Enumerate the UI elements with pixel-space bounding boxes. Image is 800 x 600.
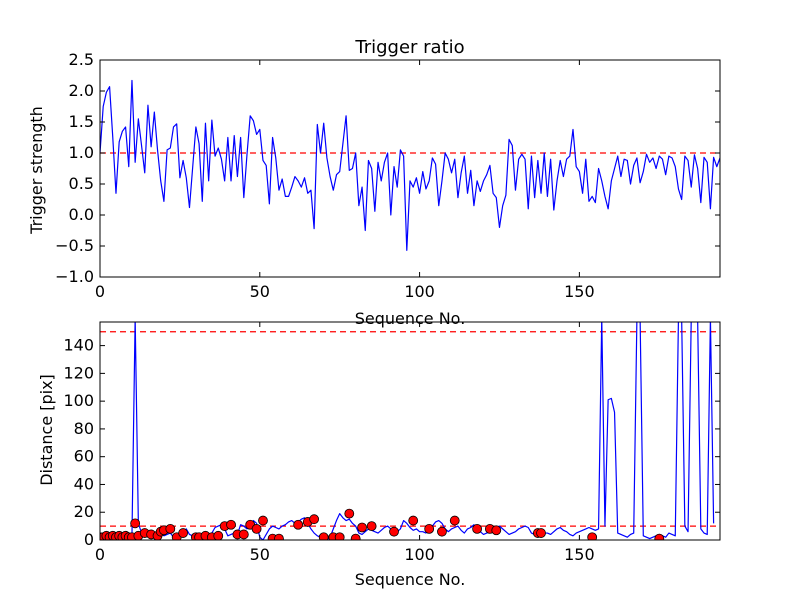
marker-point bbox=[238, 529, 249, 540]
bot-axes-frame bbox=[99, 321, 721, 541]
marker-point bbox=[424, 523, 435, 534]
marker-point bbox=[165, 523, 176, 534]
marker-point bbox=[472, 523, 483, 534]
marker-point bbox=[274, 533, 284, 540]
y-tick-label: 1.0 bbox=[69, 143, 94, 162]
marker-point bbox=[366, 521, 377, 532]
y-tick-label: 0.0 bbox=[69, 205, 94, 224]
y-tick-label: 20 bbox=[74, 502, 94, 521]
series-line-0 bbox=[100, 79, 720, 251]
y-tick-label: 2.5 bbox=[69, 50, 94, 69]
top-x-axis-label: Sequence No. bbox=[355, 309, 466, 328]
top-y-axis-label: Trigger strength bbox=[27, 106, 46, 235]
y-tick-label: 60 bbox=[74, 447, 94, 466]
top-clipped-content bbox=[100, 79, 720, 251]
bot-clipped-content bbox=[100, 322, 720, 540]
trigger-ratio-chart: Trigger ratio 0 50 100 150 −1.0 −0.5 0.0 0.5 1.… bbox=[27, 37, 721, 328]
marker-point bbox=[213, 530, 224, 540]
marker-point bbox=[491, 525, 502, 536]
y-tick-label: 80 bbox=[74, 419, 94, 438]
top-plot-area bbox=[99, 59, 721, 278]
top-y-axis-ticks: −1.0 −0.5 0.0 0.5 1.0 1.5 2.0 2.5 bbox=[55, 50, 720, 286]
y-tick-label: −0.5 bbox=[55, 236, 94, 255]
bottom-x-axis-label: Sequence No. bbox=[355, 570, 466, 589]
x-tick-label: 0 bbox=[95, 282, 105, 301]
x-tick-label: 100 bbox=[404, 545, 435, 564]
marker-point bbox=[293, 519, 304, 530]
y-tick-label: 100 bbox=[63, 391, 94, 410]
marker-point bbox=[536, 528, 546, 538]
marker-point bbox=[357, 522, 367, 533]
marker-point bbox=[178, 528, 188, 538]
y-tick-label: 0.5 bbox=[69, 174, 94, 193]
y-tick-label: 1.5 bbox=[69, 112, 94, 131]
y-tick-label: 40 bbox=[74, 474, 94, 493]
x-tick-label: 150 bbox=[564, 545, 595, 564]
y-tick-label: −1.0 bbox=[55, 267, 94, 286]
x-tick-label: 100 bbox=[404, 282, 435, 301]
marker-point bbox=[318, 532, 329, 540]
marker-point bbox=[226, 519, 236, 530]
bottom-y-axis-label: Distance [pix] bbox=[37, 374, 56, 486]
bottom-y-axis-ticks: 0 20 40 60 80 100 120 140 bbox=[63, 336, 720, 549]
marker-point bbox=[408, 515, 419, 526]
marker-point bbox=[309, 514, 320, 525]
marker-point bbox=[587, 532, 598, 540]
marker-point bbox=[654, 533, 665, 540]
x-tick-label: 50 bbox=[250, 282, 270, 301]
marker-point bbox=[251, 523, 262, 534]
top-x-axis-ticks: 0 50 100 150 bbox=[95, 60, 595, 301]
marker-point bbox=[389, 526, 399, 537]
marker-point bbox=[344, 508, 355, 519]
marker-point bbox=[437, 526, 447, 537]
x-tick-label: 0 bbox=[95, 545, 105, 564]
x-tick-label: 50 bbox=[250, 545, 270, 564]
y-tick-label: 0 bbox=[84, 530, 94, 549]
y-tick-label: 2.0 bbox=[69, 81, 94, 100]
y-tick-label: 140 bbox=[63, 336, 94, 355]
marker-point bbox=[449, 515, 460, 526]
marker-point bbox=[350, 533, 361, 540]
x-tick-label: 150 bbox=[564, 282, 595, 301]
top-axes-frame bbox=[99, 59, 721, 278]
marker-point bbox=[130, 518, 141, 529]
y-tick-label: 120 bbox=[63, 363, 94, 382]
bottom-x-axis-ticks: 0 50 100 150 bbox=[95, 322, 595, 564]
top-chart-title: Trigger ratio bbox=[354, 37, 464, 58]
distance-chart: 0 50 100 150 0 20 40 60 80 100 120 140 Sequence No… bbox=[37, 321, 721, 589]
bottom-plot-area bbox=[99, 321, 721, 541]
marker-point bbox=[258, 515, 268, 526]
marker-point bbox=[334, 532, 345, 540]
